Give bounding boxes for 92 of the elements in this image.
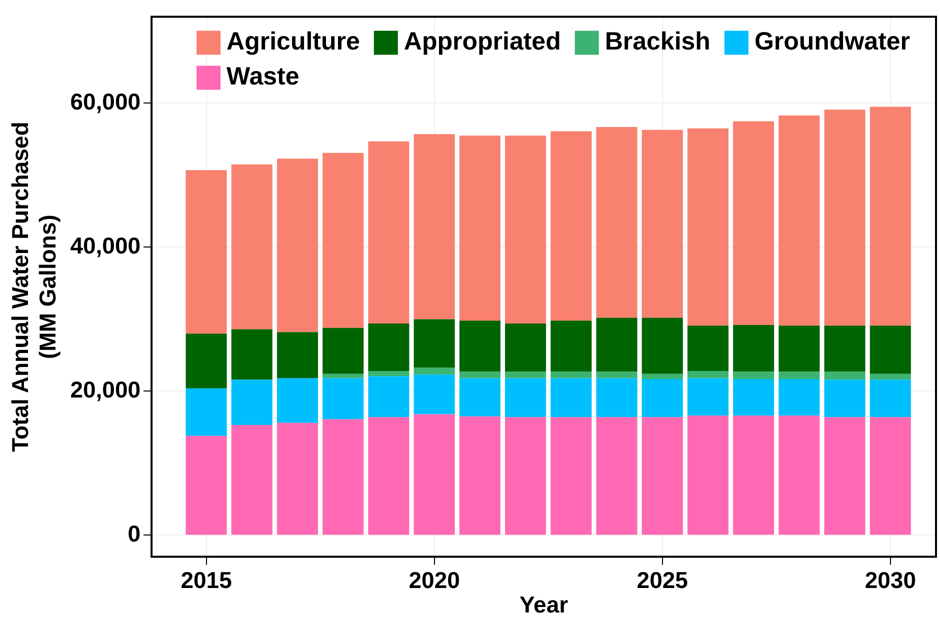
bar <box>459 136 500 321</box>
bar <box>870 380 911 418</box>
bar <box>778 416 820 535</box>
bar <box>368 324 410 372</box>
legend-label: Appropriated <box>404 28 561 56</box>
bar <box>824 380 866 418</box>
bar <box>687 416 728 535</box>
bar <box>733 324 774 372</box>
bar <box>276 422 318 535</box>
bar <box>550 320 592 372</box>
bar <box>824 372 866 380</box>
bar <box>596 318 638 372</box>
bar <box>322 378 364 420</box>
bar <box>459 320 500 372</box>
bar <box>824 110 866 326</box>
bar <box>870 374 911 380</box>
bar <box>550 131 592 321</box>
bar <box>642 378 683 418</box>
bar <box>733 372 774 379</box>
bar <box>642 318 683 374</box>
bar <box>368 417 410 535</box>
bar <box>505 136 546 324</box>
bar <box>596 372 638 378</box>
y-tick-label: 0 <box>128 520 141 547</box>
bar <box>824 417 866 535</box>
bar <box>459 378 500 416</box>
bar <box>322 374 364 378</box>
bar <box>778 372 820 379</box>
bar <box>733 416 774 535</box>
bar <box>642 130 683 318</box>
y-tick-label: 60,000 <box>70 88 141 115</box>
bar <box>186 334 227 388</box>
bar <box>596 417 638 535</box>
bar <box>231 164 272 330</box>
bar <box>414 414 455 535</box>
x-tick-label: 2030 <box>864 566 916 593</box>
x-tick-label: 2025 <box>636 566 688 593</box>
bar <box>186 170 227 334</box>
legend-label: Agriculture <box>226 28 360 56</box>
bar <box>550 378 592 418</box>
x-tick-label: 2015 <box>180 566 232 593</box>
bar <box>778 326 820 372</box>
bar <box>322 152 364 328</box>
bar <box>733 378 774 416</box>
bar <box>733 121 774 325</box>
bar <box>778 378 820 416</box>
bar <box>505 378 546 418</box>
bar <box>687 128 728 326</box>
bar <box>687 378 728 416</box>
y-tick-label: 40,000 <box>70 232 141 259</box>
y-tick-label: 20,000 <box>70 376 141 403</box>
bar <box>414 367 455 375</box>
bar <box>276 158 318 332</box>
bar <box>459 372 500 378</box>
bar <box>505 324 546 372</box>
x-tick-label: 2020 <box>408 566 460 593</box>
bar <box>459 416 500 535</box>
bar <box>687 326 728 372</box>
bar <box>322 419 364 535</box>
bar <box>414 319 455 368</box>
bar <box>186 388 227 436</box>
x-axis-title: Year <box>519 592 568 618</box>
bar <box>505 372 546 378</box>
bar <box>368 141 410 324</box>
legend-label: Groundwater <box>754 28 910 56</box>
bar <box>550 417 592 535</box>
bar <box>550 372 592 378</box>
bar <box>414 374 455 414</box>
bar <box>231 329 272 380</box>
bar <box>687 371 728 378</box>
bar <box>368 371 410 376</box>
bar <box>414 134 455 320</box>
bar <box>276 332 318 378</box>
bar <box>824 326 866 372</box>
bar <box>231 380 272 426</box>
legend-label: Waste <box>226 62 300 91</box>
bar <box>642 417 683 535</box>
bar <box>870 106 911 326</box>
bar <box>186 436 227 535</box>
y-axis-title: Total Annual Water Purchased (MM Gallons) <box>7 122 61 452</box>
bar <box>870 417 911 535</box>
bar <box>642 374 683 379</box>
bar <box>596 126 638 318</box>
bar <box>322 328 364 374</box>
bar <box>231 425 272 535</box>
legend-label: Brackish <box>604 28 710 56</box>
bar <box>276 378 318 423</box>
bar <box>368 376 410 418</box>
bar <box>505 417 546 535</box>
bar <box>778 115 820 326</box>
bar <box>596 378 638 418</box>
bar <box>870 326 911 374</box>
